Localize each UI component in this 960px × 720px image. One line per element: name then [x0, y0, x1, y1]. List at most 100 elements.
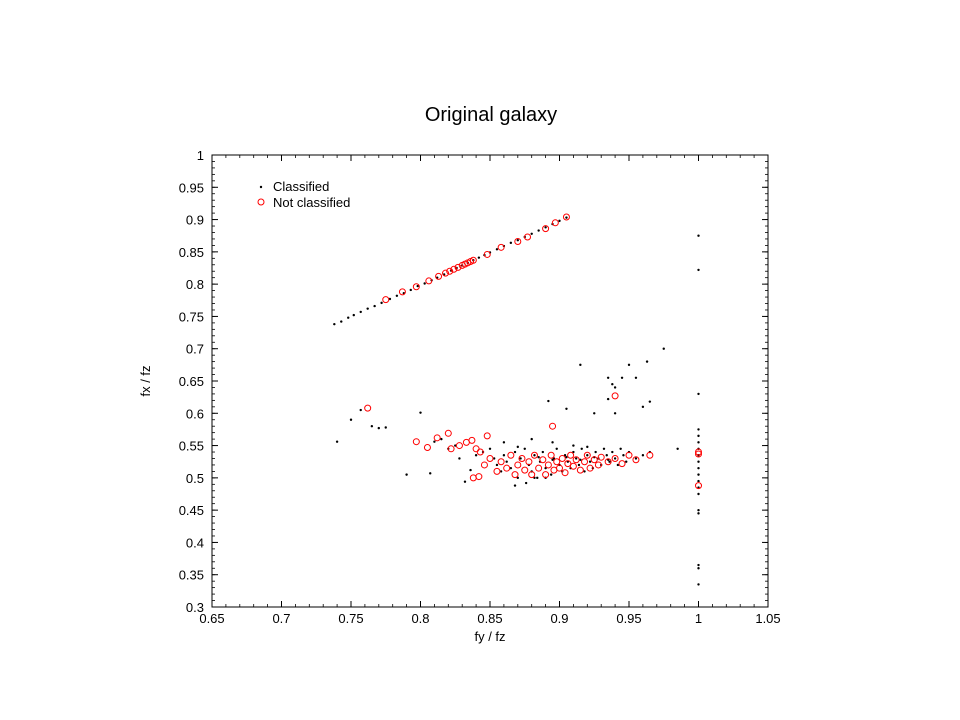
not-classified-point: [514, 461, 522, 469]
classified-point: [586, 445, 589, 449]
x-tick-label: 0.85: [477, 611, 502, 626]
classified-point: [697, 492, 700, 496]
not-classified-point: [586, 464, 594, 472]
classified-point: [335, 440, 339, 443]
classified-point: [594, 450, 597, 454]
classified-point: [641, 454, 645, 457]
not-classified-point: [625, 451, 633, 459]
not-classified-point: [695, 450, 702, 458]
not-classified-point: [542, 471, 550, 479]
x-tick-label: 0.8: [411, 611, 429, 626]
classified-point: [606, 376, 610, 379]
not-classified-point: [611, 454, 619, 462]
not-classified-point: [632, 456, 640, 464]
classified-point: [565, 455, 568, 459]
not-classified-point: [425, 277, 433, 285]
x-tick-label: 0.95: [616, 611, 641, 626]
classified-point: [395, 294, 399, 297]
not-classified-point: [583, 451, 591, 459]
classified-point: [549, 473, 553, 476]
y-tick-label: 0.75: [179, 309, 204, 324]
not-classified-point: [572, 456, 580, 464]
x-tick-label: 0.7: [272, 611, 290, 626]
classified-point: [697, 508, 700, 512]
classified-point: [697, 479, 700, 483]
classified-point: [530, 437, 533, 441]
classified-point: [370, 425, 374, 428]
x-tick-label: 0.9: [550, 611, 568, 626]
classified-point: [697, 567, 700, 570]
not-classified-point: [444, 429, 452, 437]
not-classified-point: [564, 460, 572, 468]
not-classified-point: [455, 442, 463, 450]
not-classified-point: [530, 451, 538, 459]
not-classified-point: [476, 448, 484, 456]
legend: Classified Not classified: [257, 179, 350, 210]
x-tick-label: 1: [695, 611, 702, 626]
classified-point: [523, 447, 526, 450]
classified-point: [616, 463, 620, 467]
classified-point: [613, 457, 617, 460]
classified-point: [536, 476, 539, 480]
classified-point: [551, 458, 554, 461]
not-classified-point: [611, 392, 619, 400]
classified-point: [625, 460, 628, 463]
classified-point: [697, 234, 700, 237]
classified-point: [433, 440, 436, 443]
not-classified-point: [497, 458, 505, 466]
y-tick-label: 0.65: [179, 374, 204, 389]
classified-point: [565, 407, 568, 410]
not-classified-point: [524, 233, 532, 241]
classified-point: [697, 583, 700, 586]
not-classified-point: [567, 451, 575, 459]
not-classified-point: [521, 466, 529, 474]
y-tick-label: 0.3: [186, 600, 204, 615]
classified-point: [502, 441, 506, 444]
classified-point: [634, 376, 638, 379]
x-tick-label: 0.75: [338, 611, 363, 626]
y-tick-label: 0.55: [179, 439, 204, 454]
not-classified-point: [556, 464, 563, 472]
not-classified-point: [497, 243, 505, 251]
classified-point: [541, 450, 545, 454]
not-classified-point: [483, 432, 491, 440]
classified-point: [611, 450, 614, 454]
x-tick-label: 1.05: [755, 611, 780, 626]
not-classified-point: [544, 461, 552, 469]
y-tick-label: 0.45: [179, 503, 204, 518]
classified-point: [509, 241, 513, 245]
classified-point: [602, 447, 606, 450]
classified-point: [377, 426, 380, 430]
classified-point: [579, 458, 582, 461]
not-classified-point: [525, 458, 533, 466]
classified-point: [662, 347, 665, 350]
classified-point: [388, 297, 392, 301]
chart-title: Original galaxy: [425, 104, 557, 126]
classified-point: [502, 454, 506, 457]
classified-point: [419, 411, 422, 414]
classified-point: [509, 466, 513, 470]
classified-point: [634, 457, 638, 460]
classified-point: [619, 447, 622, 450]
classified-point: [586, 454, 589, 457]
classified-point: [608, 460, 611, 463]
classified-point: [613, 412, 617, 415]
classified-point: [547, 399, 550, 403]
plot-frame: [211, 154, 769, 608]
classified-point: [697, 512, 700, 515]
not-classified-point: [469, 256, 477, 264]
not-classified-point: [539, 456, 547, 464]
classified-point: [533, 454, 536, 457]
classified-point: [505, 460, 508, 463]
classified-point: [551, 441, 554, 444]
not-classified-point: [604, 458, 612, 466]
not-classified-point: [493, 467, 501, 475]
series-classified: [333, 216, 700, 586]
classified-point: [366, 307, 369, 310]
classified-point: [513, 484, 517, 487]
not-classified-point: [412, 438, 420, 446]
not-classified-point: [450, 265, 458, 273]
classified-point: [697, 441, 700, 444]
legend-label-classified: Classified: [273, 179, 329, 194]
